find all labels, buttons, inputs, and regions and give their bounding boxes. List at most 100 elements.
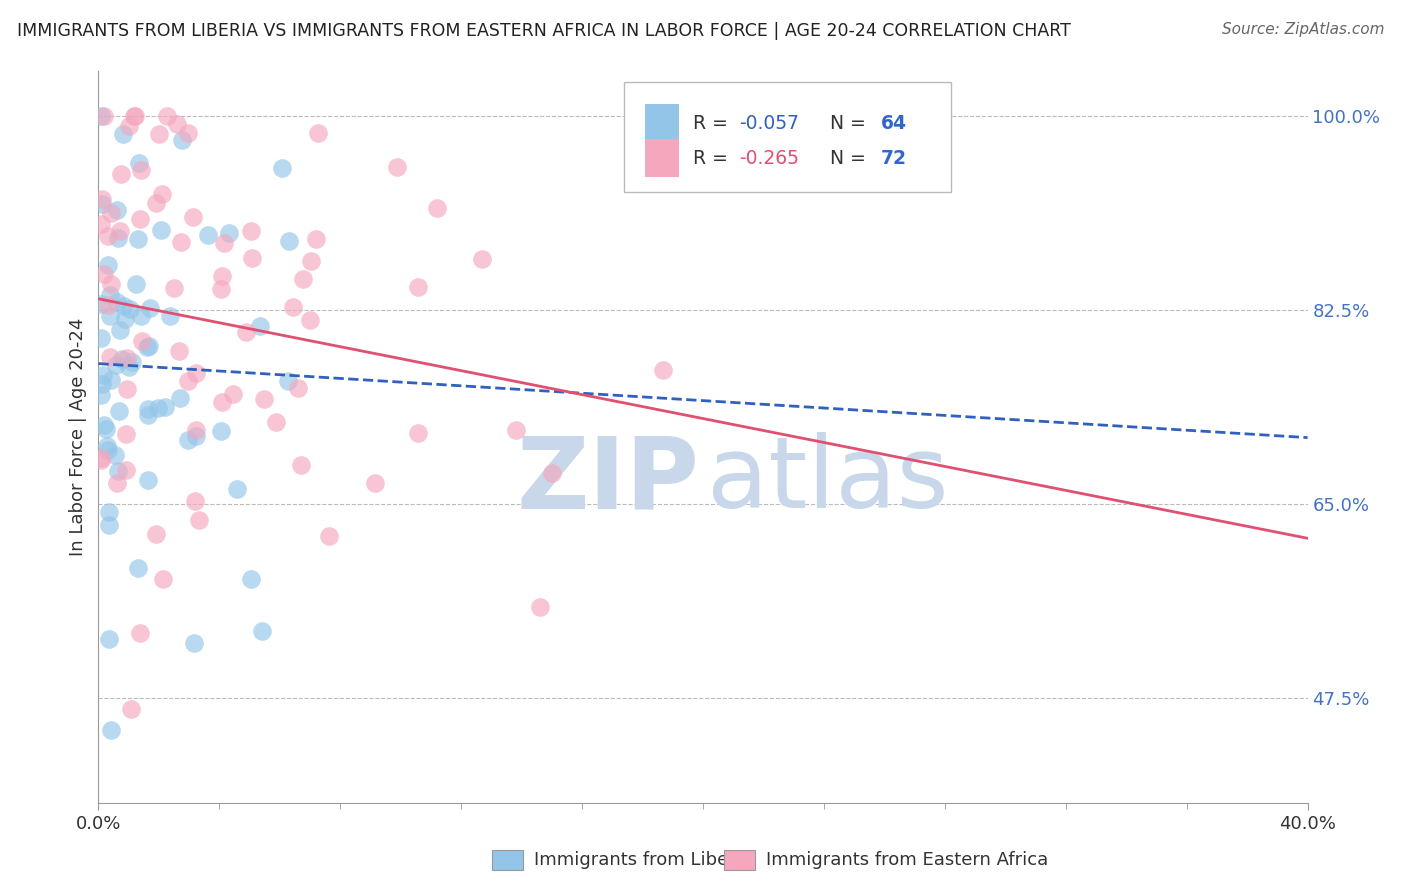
Point [540, 467, 562, 481]
Point [105, 203, 128, 218]
Point [166, 117, 188, 131]
Point [118, 359, 141, 374]
Point [105, 475, 128, 490]
Point [100, 723, 122, 738]
Point [93, 109, 115, 123]
Point [124, 109, 146, 123]
Point [152, 572, 174, 586]
Point [112, 299, 135, 313]
Point [96, 438, 118, 452]
Point [114, 311, 136, 326]
Text: 64: 64 [880, 114, 907, 133]
Y-axis label: In Labor Force | Age 20-24: In Labor Force | Age 20-24 [69, 318, 87, 557]
Point [188, 512, 211, 526]
Point [138, 339, 160, 353]
Point [212, 235, 235, 250]
Point [184, 429, 207, 443]
Point [218, 226, 240, 240]
Point [117, 351, 139, 366]
Point [307, 126, 329, 140]
Point [108, 224, 131, 238]
Point [240, 251, 263, 265]
Point [222, 386, 245, 401]
Point [127, 232, 149, 246]
Point [183, 635, 205, 649]
Point [211, 269, 233, 284]
Point [90, 388, 112, 402]
Point [318, 529, 340, 543]
Point [529, 600, 551, 615]
Point [107, 231, 129, 245]
Point [181, 210, 204, 224]
Point [107, 464, 129, 478]
Point [127, 561, 149, 575]
Point [100, 206, 122, 220]
Point [97, 298, 120, 312]
Point [170, 235, 193, 249]
Point [112, 127, 135, 141]
Point [150, 187, 173, 202]
Point [90, 450, 112, 465]
Point [90, 109, 112, 123]
Point [177, 434, 200, 448]
Point [287, 381, 309, 395]
Point [98, 309, 121, 323]
Point [136, 401, 159, 416]
Text: IMMIGRANTS FROM LIBERIA VS IMMIGRANTS FROM EASTERN AFRICA IN LABOR FORCE | AGE 2: IMMIGRANTS FROM LIBERIA VS IMMIGRANTS FR… [17, 22, 1071, 40]
Point [138, 473, 160, 487]
Point [90, 331, 112, 345]
Point [278, 235, 301, 249]
Point [131, 334, 153, 348]
Text: N =: N = [818, 149, 872, 168]
Point [131, 309, 153, 323]
Bar [645, 104, 679, 143]
Point [172, 133, 194, 147]
Point [292, 272, 315, 286]
Point [93, 267, 115, 281]
Point [270, 161, 292, 175]
Point [277, 374, 299, 388]
Point [136, 340, 159, 354]
Point [90, 297, 112, 311]
Text: -0.265: -0.265 [740, 149, 799, 168]
Point [121, 355, 143, 369]
Point [364, 476, 387, 491]
Point [240, 572, 263, 586]
Point [148, 128, 170, 142]
Point [298, 313, 321, 327]
Point [128, 156, 150, 170]
Point [211, 394, 233, 409]
Point [385, 160, 408, 174]
Point [235, 325, 257, 339]
Point [209, 282, 232, 296]
Text: -0.057: -0.057 [740, 114, 799, 133]
Point [115, 427, 138, 442]
Point [156, 109, 179, 123]
Text: Immigrants from Eastern Africa: Immigrants from Eastern Africa [766, 851, 1049, 869]
Point [159, 309, 181, 323]
Point [98, 288, 121, 302]
Point [239, 224, 262, 238]
Point [120, 702, 142, 716]
Point [100, 373, 122, 387]
Point [471, 252, 494, 267]
Point [184, 366, 207, 380]
Point [97, 229, 120, 244]
Point [97, 632, 120, 646]
Point [91, 376, 114, 391]
Point [115, 382, 138, 396]
Text: R =: R = [693, 149, 734, 168]
Point [107, 404, 129, 418]
Text: ZIP: ZIP [516, 433, 699, 530]
Point [283, 300, 305, 314]
Text: 72: 72 [880, 149, 907, 168]
Point [186, 423, 208, 437]
Point [177, 374, 200, 388]
Point [652, 363, 675, 377]
Point [250, 624, 273, 638]
Point [98, 518, 121, 533]
Point [97, 258, 120, 272]
Point [98, 505, 121, 519]
FancyBboxPatch shape [624, 82, 950, 192]
Point [169, 344, 191, 359]
